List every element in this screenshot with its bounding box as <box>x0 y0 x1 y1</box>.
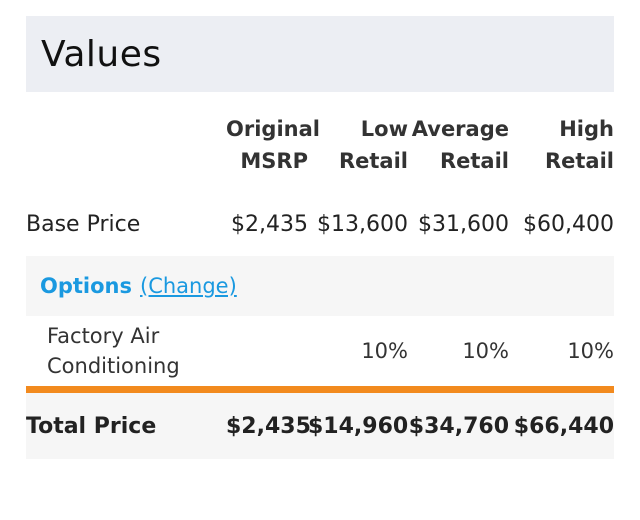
values-header: Values <box>26 16 614 92</box>
page-title: Values <box>41 33 162 75</box>
column-header-original-msrp: Original MSRP <box>226 113 320 177</box>
total-price-row: Total Price $2,435 $14,960 $34,760 $66,4… <box>26 393 614 459</box>
options-change-link[interactable]: (Change) <box>140 274 237 298</box>
base-price-original-msrp: $2,435 <box>231 211 308 237</box>
total-price-original-msrp: $2,435 <box>226 413 311 439</box>
total-price-label: Total Price <box>26 413 157 439</box>
column-header-row: Original MSRP Low Retail Average Retail … <box>26 92 614 192</box>
values-card: Values Original MSRP Low Retail Average … <box>26 16 614 459</box>
option-row-factory-air-conditioning: Factory Air Conditioning 10% 10% 10% <box>26 316 614 386</box>
column-header-average-retail: Average Retail <box>408 113 509 177</box>
total-divider <box>26 386 614 393</box>
column-header-high-retail: High Retail <box>509 113 614 177</box>
options-title: Options <box>40 274 132 298</box>
base-price-average-retail: $31,600 <box>418 211 509 237</box>
option-high-retail: 10% <box>567 339 614 363</box>
column-header-line1: High <box>559 117 614 141</box>
base-price-row: Base Price $2,435 $13,600 $31,600 $60,40… <box>26 192 614 256</box>
base-price-label: Base Price <box>26 211 141 237</box>
column-header-line1: Low <box>360 117 408 141</box>
column-header-low-retail: Low Retail <box>308 113 408 177</box>
option-label: Factory Air Conditioning <box>47 324 180 378</box>
option-average-retail: 10% <box>462 339 509 363</box>
column-header-line2: Retail <box>544 149 614 173</box>
base-price-low-retail: $13,600 <box>317 211 408 237</box>
total-price-high-retail: $66,440 <box>513 413 614 439</box>
column-header-line2: Retail <box>338 149 408 173</box>
column-header-line2: MSRP <box>240 149 308 173</box>
base-price-high-retail: $60,400 <box>523 211 614 237</box>
column-header-line2: Retail <box>439 149 509 173</box>
total-price-low-retail: $14,960 <box>308 413 409 439</box>
total-price-average-retail: $34,760 <box>408 413 509 439</box>
column-header-line1: Average <box>411 117 509 141</box>
column-header-line1: Original <box>226 117 320 141</box>
options-header-row: Options (Change) <box>26 256 614 316</box>
option-low-retail: 10% <box>361 339 408 363</box>
